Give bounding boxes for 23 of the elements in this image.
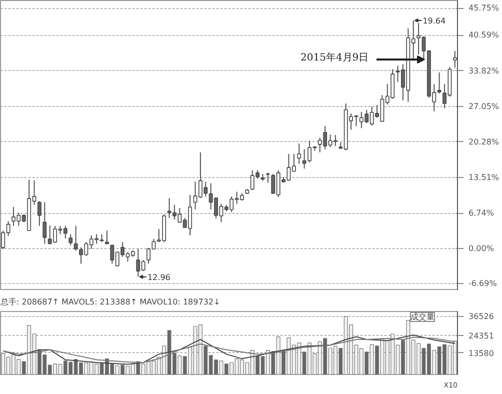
annotation: 19.64 <box>422 16 446 26</box>
y-tick-label: 13.51% <box>468 172 500 182</box>
y-tick-label: 36526 <box>468 312 494 322</box>
candlestick <box>74 225 78 252</box>
annotation: 2015年4月9日 <box>300 52 369 64</box>
y-tick-label: 20.28% <box>468 137 500 146</box>
y-tick-label: 33.82% <box>468 66 500 76</box>
y-tick-label: 24351 <box>468 332 494 341</box>
y-tick-label: 40.59% <box>468 30 500 40</box>
chart-title: 总手: 208687↑ MAVOL5: 213388↑ MAVOL10: 189732↓ <box>0 298 220 306</box>
y-tick-label: 6.74% <box>468 208 494 218</box>
y-tick-label: 13580 <box>468 348 494 358</box>
candlestick <box>105 230 109 244</box>
y-tick-label: -6.69% <box>468 279 498 288</box>
y-tick-label: 0.00% <box>468 244 494 253</box>
candlestick <box>42 202 47 244</box>
candlestick <box>266 172 270 184</box>
candlestick <box>37 200 42 226</box>
candlestick <box>68 234 73 246</box>
y-tick-label: 45.75% <box>468 4 500 13</box>
candlestick <box>297 142 302 164</box>
y-tick-label: 27.05% <box>468 102 500 111</box>
annotation: 12.96 <box>147 272 170 282</box>
